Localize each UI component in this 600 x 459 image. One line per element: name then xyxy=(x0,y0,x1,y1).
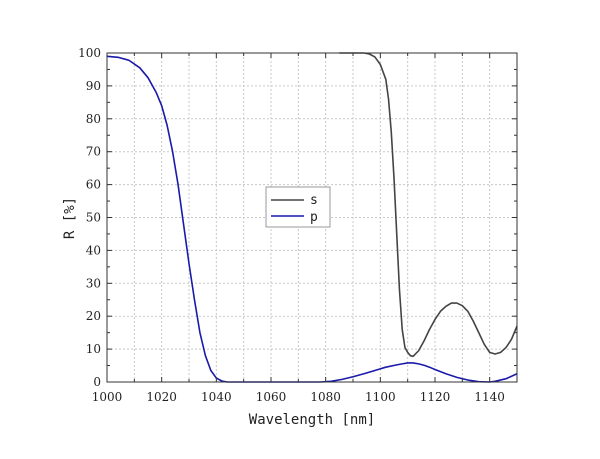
x-tick-label: 1040 xyxy=(201,390,232,404)
x-axis-title: Wavelength [nm] xyxy=(249,412,375,428)
y-tick-label: 100 xyxy=(78,46,101,60)
legend: s p xyxy=(265,186,331,228)
y-tick-label: 50 xyxy=(86,211,101,225)
x-tick-label: 1080 xyxy=(310,390,341,404)
x-tick-label: 1000 xyxy=(92,390,123,404)
axis-ticks xyxy=(106,52,518,383)
x-tick-label: 1100 xyxy=(365,390,396,404)
y-tick-label: 60 xyxy=(86,178,101,192)
series-line-s xyxy=(339,52,518,358)
x-tick-label: 1020 xyxy=(146,390,177,404)
legend-label-s: s xyxy=(310,193,318,208)
y-axis-title: R [%] xyxy=(62,197,78,239)
x-tick-label: 1060 xyxy=(256,390,287,404)
y-tick-label: 0 xyxy=(93,375,101,389)
y-tick-label: 70 xyxy=(86,145,101,159)
y-tick-label: 80 xyxy=(86,112,101,126)
y-tick-label: 40 xyxy=(86,243,101,257)
x-tick-label: 1140 xyxy=(474,390,505,404)
legend-box xyxy=(265,186,331,228)
x-tick-label: 1120 xyxy=(420,390,451,404)
legend-label-p: p xyxy=(310,210,318,225)
y-tick-label: 30 xyxy=(86,276,101,290)
y-tick-labels: 0 10 20 30 40 50 60 70 80 90 100 xyxy=(78,46,101,389)
x-tick-labels: 1000 1020 1040 1060 1080 1100 1120 1140 xyxy=(92,390,505,404)
y-tick-label: 90 xyxy=(86,79,101,93)
y-tick-label: 20 xyxy=(86,309,101,323)
y-tick-label: 10 xyxy=(86,342,101,356)
